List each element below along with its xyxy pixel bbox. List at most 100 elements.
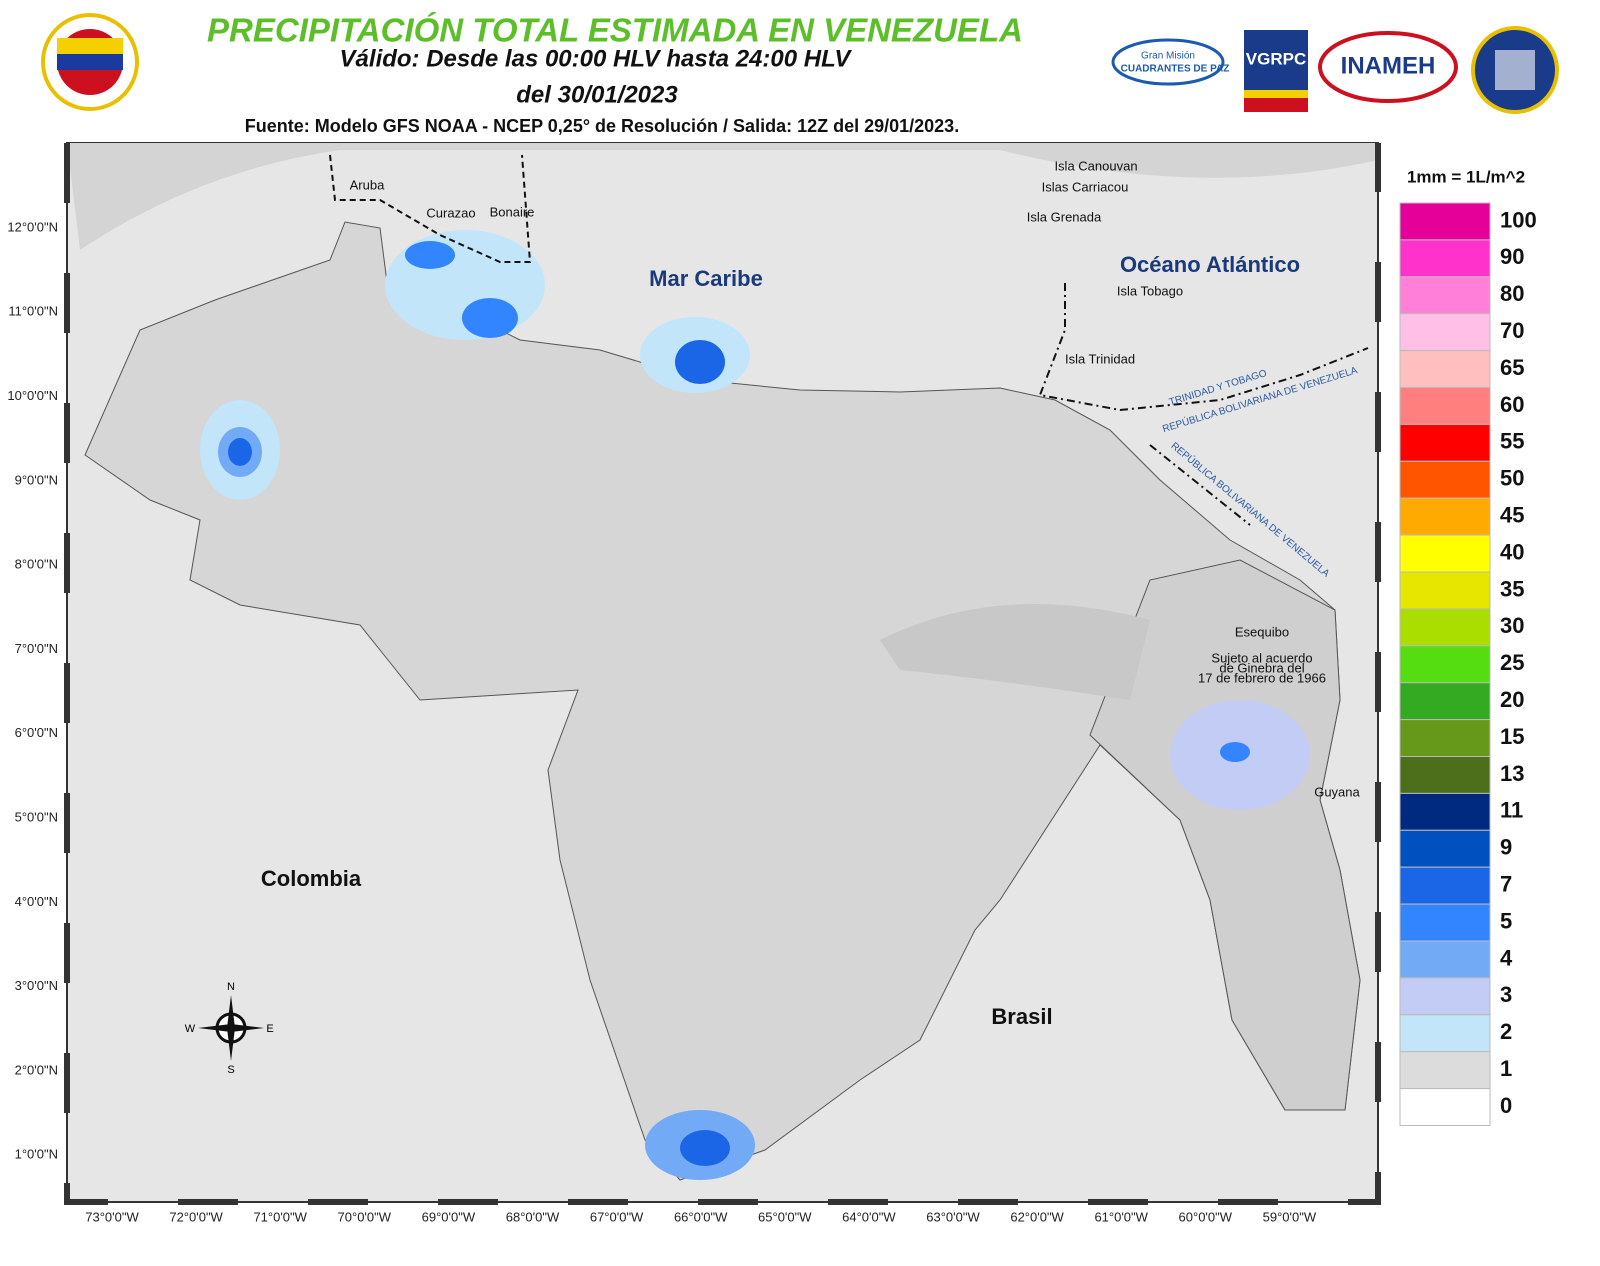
place-label: Isla Tobago (1117, 283, 1183, 298)
legend-label: 65 (1500, 355, 1524, 380)
legend-label: 60 (1500, 392, 1524, 417)
legend-label: 5 (1500, 908, 1512, 933)
lat-label: 5°0'0"N (15, 810, 58, 825)
note: 17 de febrero de 1966 (1198, 670, 1326, 685)
legend-swatch (1399, 276, 1491, 315)
logo-text: Gran Misión (1141, 51, 1195, 62)
precip-area (675, 340, 725, 384)
logo-ministerio (41, 13, 139, 111)
legend-label: 90 (1500, 244, 1524, 269)
legend-swatch (1399, 202, 1491, 241)
logo-text: CUADRANTES DE PAZ (1121, 64, 1230, 75)
legend-label: 70 (1500, 318, 1524, 343)
logo-text: INAMEH (1341, 52, 1436, 79)
place-label: Esequibo (1235, 624, 1289, 639)
legend-label: 0 (1500, 1093, 1512, 1118)
map: Aruba Curazao Bonaire Isla Canouvan Isla… (64, 142, 1381, 1205)
legend-swatch (1399, 571, 1491, 610)
legend-label: 80 (1500, 281, 1524, 306)
precip-area (1220, 742, 1250, 762)
axes: 12°0'0"N 11°0'0"N 10°0'0"N 9°0'0"N 8°0'0"N 7°… (7, 219, 1316, 1224)
lon-label: 65°0'0"W (758, 1209, 812, 1224)
legend-swatch (1399, 829, 1491, 868)
legend-label: 9 (1500, 835, 1512, 860)
legend-swatch (1399, 866, 1491, 905)
compass-label: S (227, 1064, 234, 1076)
legend-label: 15 (1500, 724, 1524, 749)
lon-label: 70°0'0"W (338, 1209, 392, 1224)
place-label: Bonaire (490, 204, 535, 219)
place-label: Curazao (426, 205, 475, 220)
legend-label: 13 (1500, 761, 1524, 786)
frame-ticks (64, 143, 1381, 1205)
lat-label: 12°0'0"N (7, 219, 58, 234)
lon-label: 66°0'0"W (674, 1209, 728, 1224)
place-label: Isla Canouvan (1054, 158, 1137, 173)
legend-label: 55 (1500, 429, 1524, 454)
legend-label: 35 (1500, 576, 1524, 601)
sea (67, 143, 1378, 250)
legend-swatch (1399, 756, 1491, 794)
country-label: Brasil (991, 1004, 1052, 1029)
esequibo-area (1089, 559, 1361, 1111)
legend-label: 100 (1500, 207, 1537, 232)
lon-label: 68°0'0"W (506, 1209, 560, 1224)
maritime-border (1149, 444, 1251, 526)
precip-area (228, 438, 252, 466)
lon-label: 61°0'0"W (1094, 1209, 1148, 1224)
lat-label: 9°0'0"N (15, 472, 58, 487)
legend-label: 30 (1500, 613, 1524, 638)
legend-label: 4 (1500, 945, 1513, 970)
legend-label: 3 (1500, 982, 1512, 1007)
compass-label: W (185, 1023, 196, 1035)
country-label: Colombia (261, 866, 362, 891)
legend-label: 25 (1500, 650, 1524, 675)
logo-escudo (1471, 26, 1559, 114)
place-label: Isla Grenada (1027, 209, 1102, 224)
place-label: Islas Carriacou (1042, 179, 1129, 194)
legend-swatch (1399, 903, 1491, 942)
legend-swatch (1399, 608, 1491, 647)
lat-label: 4°0'0"N (15, 894, 58, 909)
legend-swatch (1399, 1014, 1491, 1053)
legend-label: 40 (1500, 539, 1524, 564)
lon-label: 73°0'0"W (85, 1209, 139, 1224)
maritime-border (1038, 283, 1369, 412)
date: del 30/01/2023 (516, 81, 678, 108)
legend-label: 50 (1500, 466, 1524, 491)
lat-label: 6°0'0"N (15, 725, 58, 740)
legend-swatch (1399, 719, 1491, 757)
lon-label: 59°0'0"W (1263, 1209, 1317, 1224)
lon-label: 69°0'0"W (422, 1209, 476, 1224)
maritime-border (329, 154, 532, 263)
legend-swatch (1399, 534, 1491, 573)
logo-vgrpc: VGRPC (1244, 30, 1308, 112)
precip-area (405, 241, 455, 269)
legend-label: 45 (1500, 502, 1524, 527)
legend-swatch (1399, 350, 1491, 389)
lat-label: 1°0'0"N (15, 1147, 58, 1162)
legend-swatch (1399, 1088, 1491, 1126)
legend-label: 11 (1500, 798, 1523, 823)
lon-label: 67°0'0"W (590, 1209, 644, 1224)
legend-label: 1 (1500, 1056, 1512, 1081)
legend-swatch (1399, 977, 1491, 1016)
lon-label: 62°0'0"W (1010, 1209, 1064, 1224)
lat-label: 7°0'0"N (15, 641, 58, 656)
legend-swatch (1399, 460, 1491, 499)
legend-swatch (1399, 682, 1491, 721)
source: Fuente: Modelo GFS NOAA - NCEP 0,25° de … (245, 116, 959, 136)
place-label: Isla Trinidad (1065, 351, 1135, 366)
legend-label: 20 (1500, 687, 1524, 712)
lon-label: 60°0'0"W (1179, 1209, 1233, 1224)
legend-swatch (1399, 792, 1491, 831)
lon-label: 64°0'0"W (842, 1209, 896, 1224)
lat-label: 3°0'0"N (15, 978, 58, 993)
legend-label: 2 (1500, 1019, 1512, 1044)
sea-label: Mar Caribe (649, 266, 763, 291)
precip-1mm (880, 604, 1150, 700)
legend-swatch (1399, 387, 1491, 425)
legend-swatch (1399, 940, 1491, 979)
logo-cuadrantes: Gran Misión CUADRANTES DE PAZ (1111, 38, 1230, 86)
